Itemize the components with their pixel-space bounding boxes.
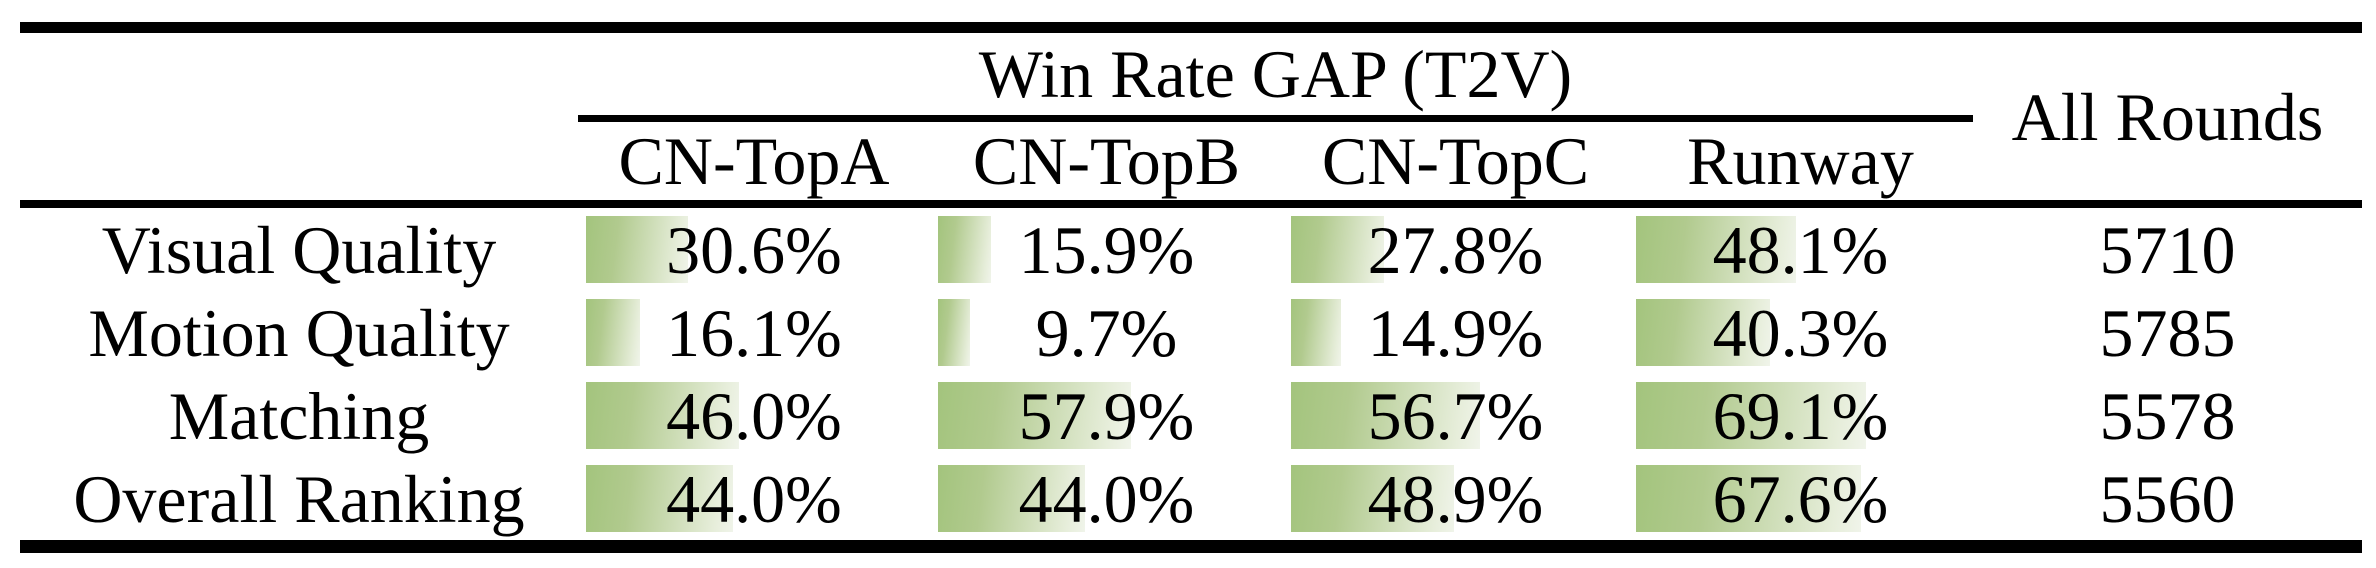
- winrate-cell: 67.6%: [1628, 457, 1973, 540]
- all-rounds-cell: 5560: [1973, 457, 2362, 540]
- winrate-bar: [1291, 465, 1454, 532]
- winrate-bar: [586, 382, 739, 449]
- winrate-bar: [586, 216, 688, 283]
- rounds-value: 5710: [2099, 211, 2236, 288]
- all-rounds-cell: 5785: [1973, 291, 2362, 374]
- row-label: Motion Quality: [20, 291, 578, 374]
- group-header-underline-rule: [578, 115, 1973, 122]
- winrate-value: 15.9%: [1018, 211, 1195, 288]
- winrate-cell: 9.7%: [930, 291, 1283, 374]
- winrate-value: 44.0%: [1018, 460, 1195, 537]
- column-header-cn-topa: CN-TopA: [618, 123, 890, 199]
- winrate-bar: [938, 382, 1131, 449]
- rounds-value: 5578: [2099, 377, 2236, 454]
- winrate-value: 9.7%: [1035, 294, 1178, 371]
- winrate-cell: 48.1%: [1628, 208, 1973, 291]
- winrate-bar: [1291, 216, 1384, 283]
- row-label: Overall Ranking: [20, 457, 578, 540]
- all-rounds-cell: 5578: [1973, 374, 2362, 457]
- winrate-value: 57.9%: [1018, 377, 1195, 454]
- winrate-value: 48.9%: [1367, 460, 1544, 537]
- winrate-value: 46.0%: [666, 377, 842, 454]
- row-label-text: Matching: [168, 377, 430, 454]
- top-rule: [20, 22, 2362, 33]
- winrate-cell: 15.9%: [930, 208, 1283, 291]
- winrate-bar: [1291, 382, 1480, 449]
- table-row: Overall Ranking 44.0% 44.0% 48.9% 67.6% …: [0, 457, 2376, 540]
- table-row: Visual Quality 30.6% 15.9% 27.8% 48.1% 5…: [0, 208, 2376, 291]
- winrate-bar: [1636, 465, 1861, 532]
- column-header-runway: Runway: [1687, 123, 1914, 199]
- winrate-cell: 16.1%: [578, 291, 930, 374]
- row-label-text: Motion Quality: [88, 294, 510, 371]
- winrate-cell: 46.0%: [578, 374, 930, 457]
- winrate-bar: [1636, 382, 1866, 449]
- row-label: Matching: [20, 374, 578, 457]
- winrate-value: 27.8%: [1367, 211, 1544, 288]
- winrate-cell: 44.0%: [578, 457, 930, 540]
- rounds-value: 5560: [2099, 460, 2236, 537]
- winrate-cell: 57.9%: [930, 374, 1283, 457]
- winrate-value: 16.1%: [666, 294, 842, 371]
- winrate-cell: 27.8%: [1283, 208, 1628, 291]
- winrate-value: 56.7%: [1367, 377, 1544, 454]
- row-label-text: Overall Ranking: [73, 460, 525, 537]
- table-row: Motion Quality 16.1% 9.7% 14.9% 40.3% 57…: [0, 291, 2376, 374]
- winrate-value: 30.6%: [666, 211, 842, 288]
- winrate-cell: 48.9%: [1283, 457, 1628, 540]
- row-label-text: Visual Quality: [101, 211, 497, 288]
- winrate-cell: 44.0%: [930, 457, 1283, 540]
- bottom-rule: [20, 540, 2362, 553]
- winrate-cell: 56.7%: [1283, 374, 1628, 457]
- winrate-bar: [938, 216, 991, 283]
- rounds-value: 5785: [2099, 294, 2236, 371]
- all-rounds-cell: 5710: [1973, 208, 2362, 291]
- winrate-value: 67.6%: [1712, 460, 1889, 537]
- row-label: Visual Quality: [20, 208, 578, 291]
- winrate-value: 44.0%: [666, 460, 842, 537]
- winrate-value: 40.3%: [1712, 294, 1889, 371]
- group-header-title: Win Rate GAP (T2V): [978, 36, 1573, 112]
- winrate-bar: [938, 299, 970, 366]
- winrate-cell: 69.1%: [1628, 374, 1973, 457]
- winrate-cell: 30.6%: [578, 208, 930, 291]
- winrate-value: 48.1%: [1712, 211, 1889, 288]
- winrate-cell: 14.9%: [1283, 291, 1628, 374]
- table-row: Matching 46.0% 57.9% 56.7% 69.1% 5578: [0, 374, 2376, 457]
- winrate-bar: [1636, 216, 1796, 283]
- all-rounds-column-header: All Rounds: [2011, 78, 2324, 155]
- winrate-bar: [586, 465, 733, 532]
- winrate-bar: [586, 299, 640, 366]
- column-header-cn-topb: CN-TopB: [972, 123, 1241, 199]
- winrate-value: 14.9%: [1367, 294, 1544, 371]
- header-separator-rule: [20, 200, 2362, 208]
- winrate-cell: 40.3%: [1628, 291, 1973, 374]
- column-header-cn-topc: CN-TopC: [1321, 123, 1590, 199]
- winrate-value: 69.1%: [1712, 377, 1889, 454]
- winrate-bar: [938, 465, 1085, 532]
- winrate-bar: [1636, 299, 1770, 366]
- winrate-bar: [1291, 299, 1341, 366]
